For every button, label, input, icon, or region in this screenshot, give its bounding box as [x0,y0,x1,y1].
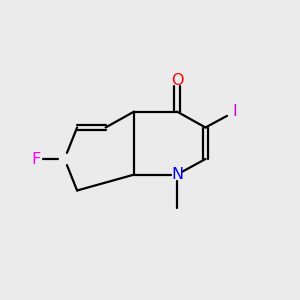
Text: I: I [232,104,237,119]
Text: N: N [171,167,183,182]
Text: F: F [32,152,40,166]
Text: O: O [171,73,183,88]
